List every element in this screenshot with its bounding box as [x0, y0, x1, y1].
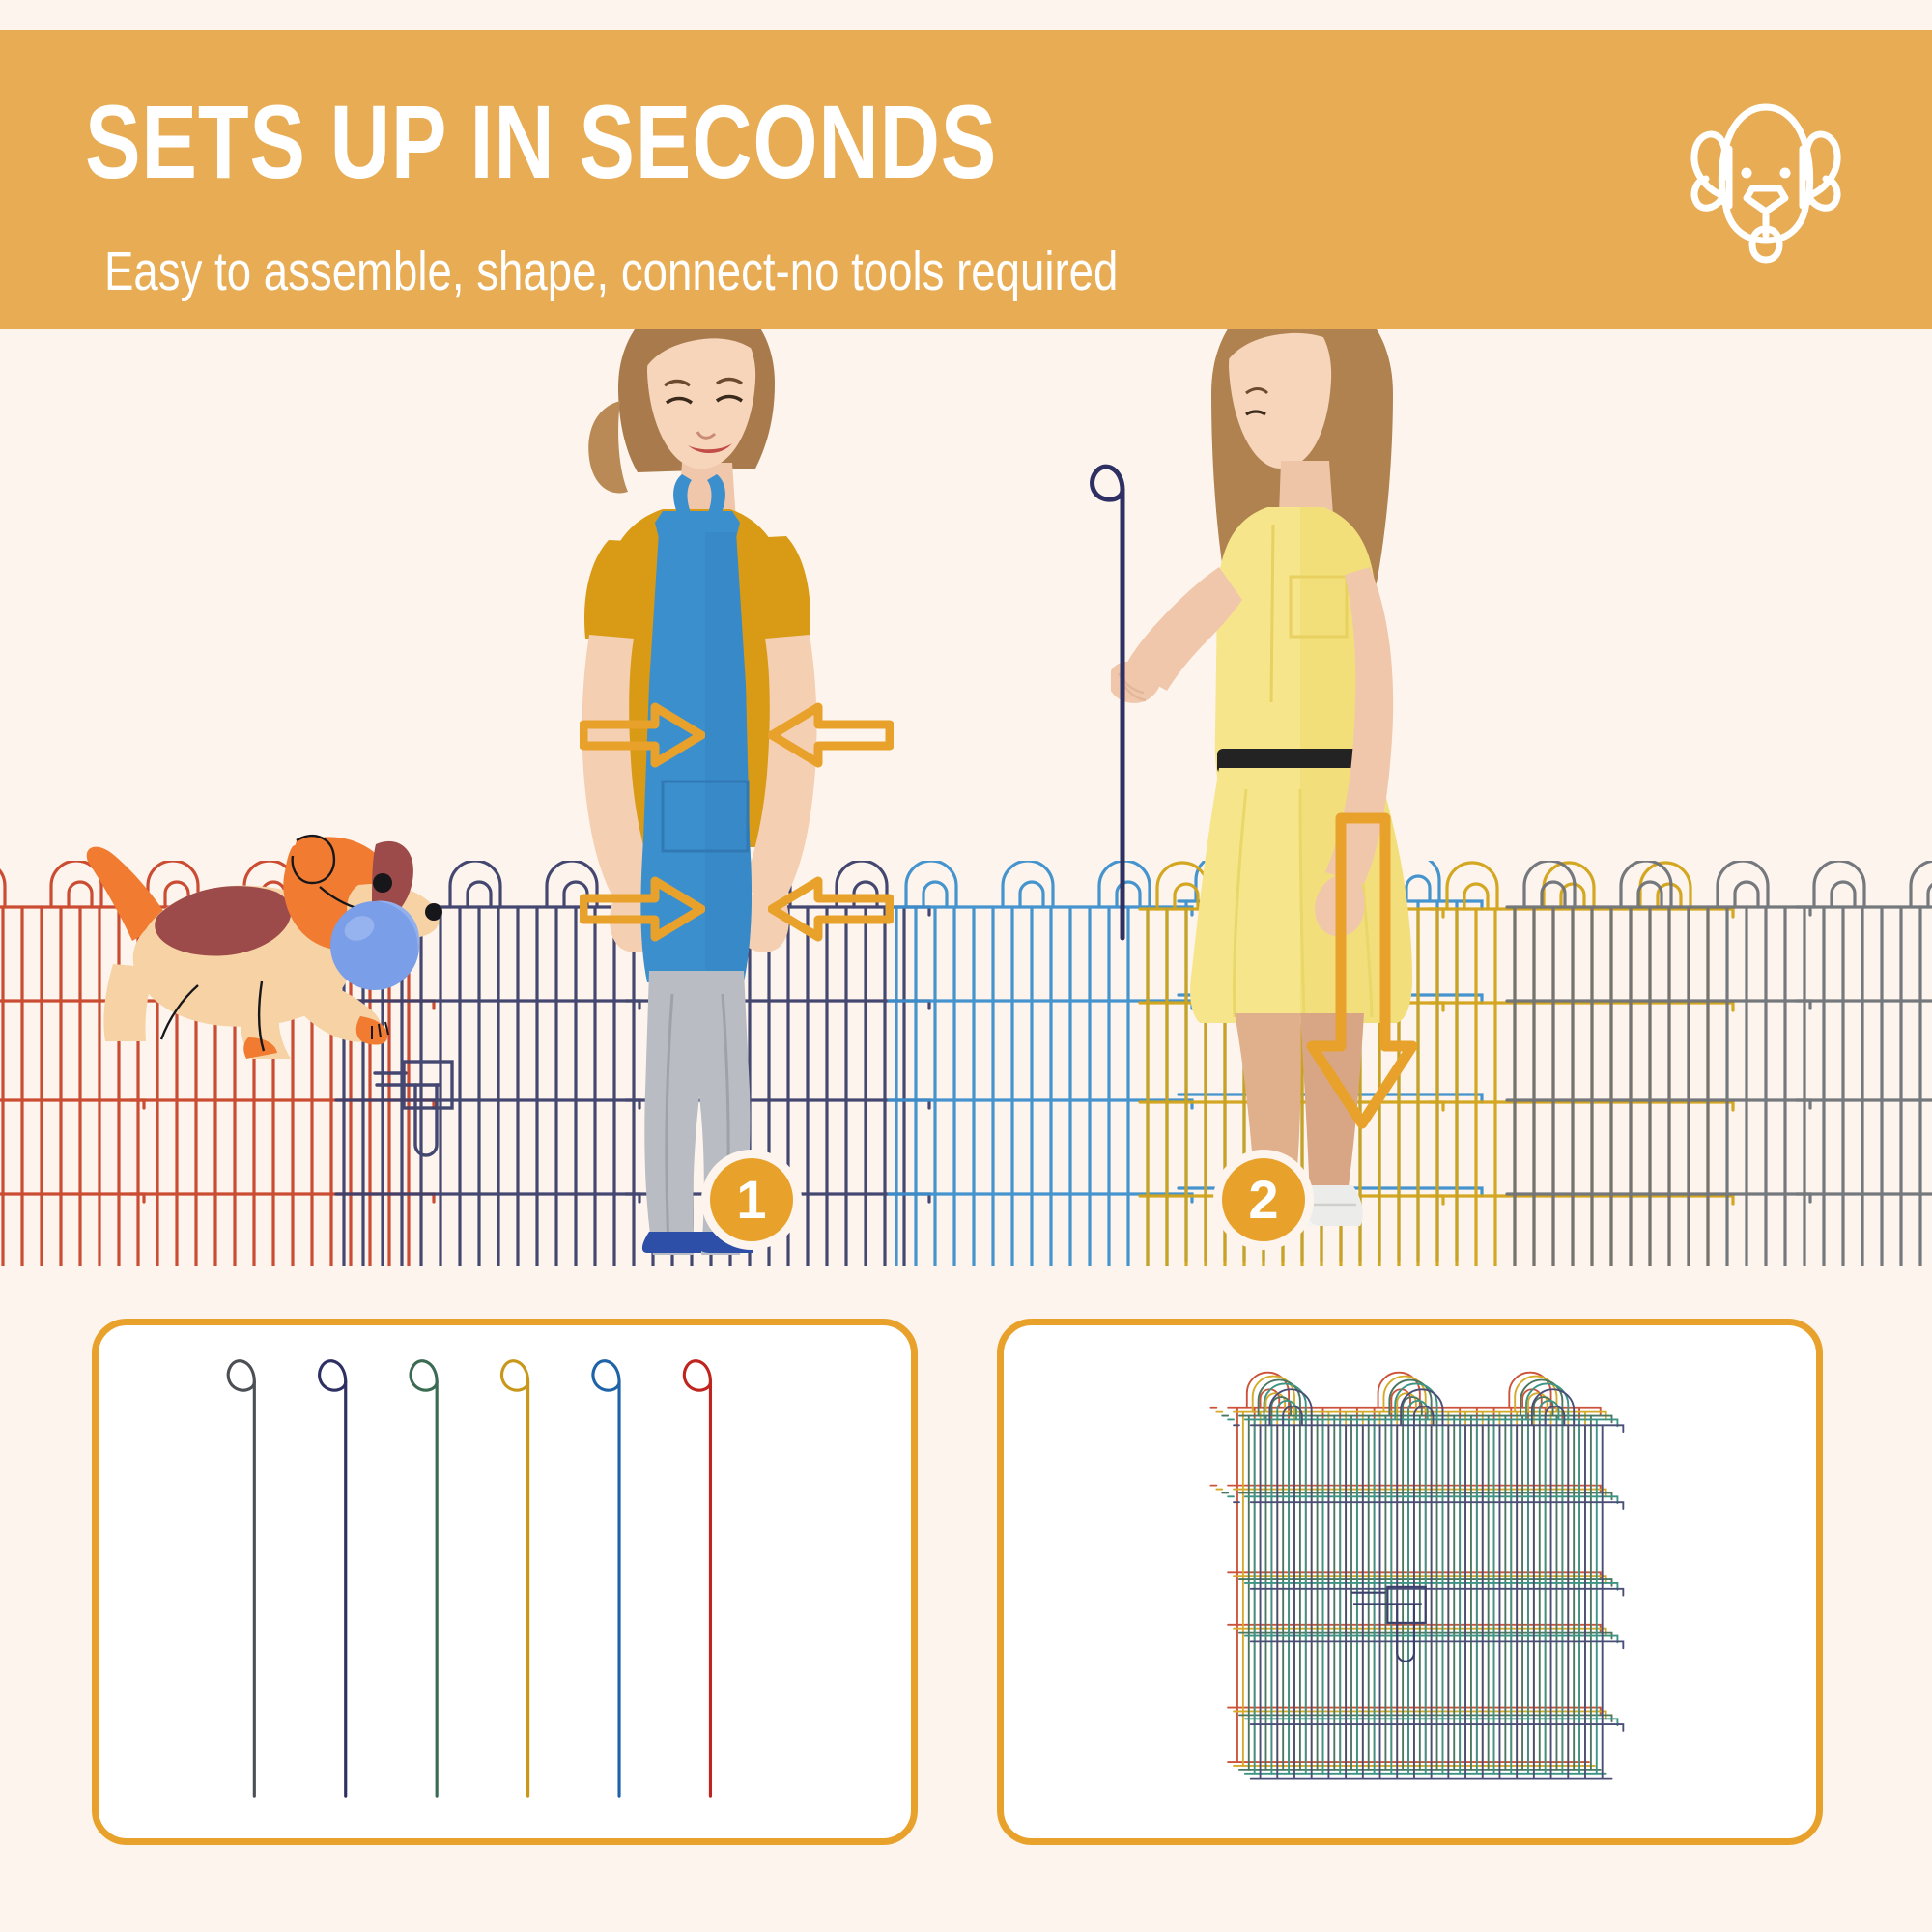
arrow-connect-lower-left [580, 876, 705, 942]
stake-green [409, 1359, 439, 1798]
step-badge-2-number: 2 [1248, 1169, 1279, 1230]
header-band: SETS UP IN SECONDS Easy to assemble, sha… [0, 30, 1932, 329]
stack-panel-red [1209, 1371, 1602, 1764]
stacked-panels-card [997, 1319, 1823, 1845]
page-title: SETS UP IN SECONDS [85, 83, 998, 200]
ground-stakes-card [92, 1319, 918, 1845]
arrow-connect-upper-left [580, 702, 705, 768]
woman-yellow-dress [1111, 329, 1412, 1226]
stake-blue [591, 1359, 621, 1798]
panel-gray [1505, 861, 1932, 1266]
step-badge-1-number: 1 [736, 1169, 767, 1230]
woman-blue-apron [582, 329, 817, 1255]
stake-navy [318, 1359, 348, 1798]
arrow-connect-upper-right [768, 702, 894, 768]
stake-gray [226, 1359, 256, 1798]
main-scene [0, 329, 1932, 1266]
dog-head-icon [1690, 103, 1841, 264]
arrow-stake-down [1306, 812, 1418, 1129]
ground-stakes-illustration [226, 1359, 713, 1798]
ground-stake-held [1090, 464, 1125, 941]
stake-gold [499, 1359, 530, 1798]
arrow-connect-lower-right [768, 876, 894, 942]
step-badge-1: 1 [701, 1150, 802, 1250]
panel-red-label: panel-red [0, 0, 1, 1]
ball-illustration [330, 900, 419, 990]
stake-red [682, 1359, 713, 1798]
stack-panel-navy [1233, 1388, 1625, 1780]
page-subtitle: Easy to assemble, shape, connect-no tool… [104, 241, 1119, 302]
stacked-panels-illustration [1209, 1371, 1625, 1780]
step-badge-2: 2 [1213, 1150, 1314, 1250]
